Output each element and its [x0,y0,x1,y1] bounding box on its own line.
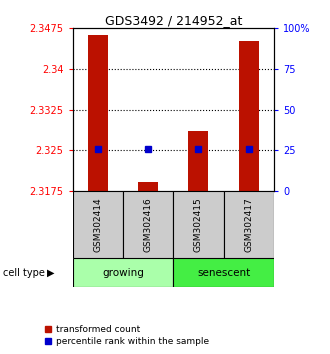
Text: GSM302417: GSM302417 [244,198,253,252]
Text: GSM302414: GSM302414 [93,198,102,252]
Text: GSM302415: GSM302415 [194,198,203,252]
Bar [173,258,274,287]
Bar [173,191,224,258]
Bar [224,191,274,258]
Bar [73,258,173,287]
Bar [88,35,108,191]
Text: cell type: cell type [3,268,45,278]
Legend: transformed count, percentile rank within the sample: transformed count, percentile rank withi… [44,325,209,346]
Text: GSM302416: GSM302416 [144,198,152,252]
Bar [138,182,158,191]
Bar [123,191,173,258]
Bar [188,131,209,191]
Bar [239,41,259,191]
Text: ▶: ▶ [48,268,55,278]
Text: growing: growing [102,268,144,278]
Bar [73,191,123,258]
Text: senescent: senescent [197,268,250,278]
Title: GDS3492 / 214952_at: GDS3492 / 214952_at [105,14,242,27]
